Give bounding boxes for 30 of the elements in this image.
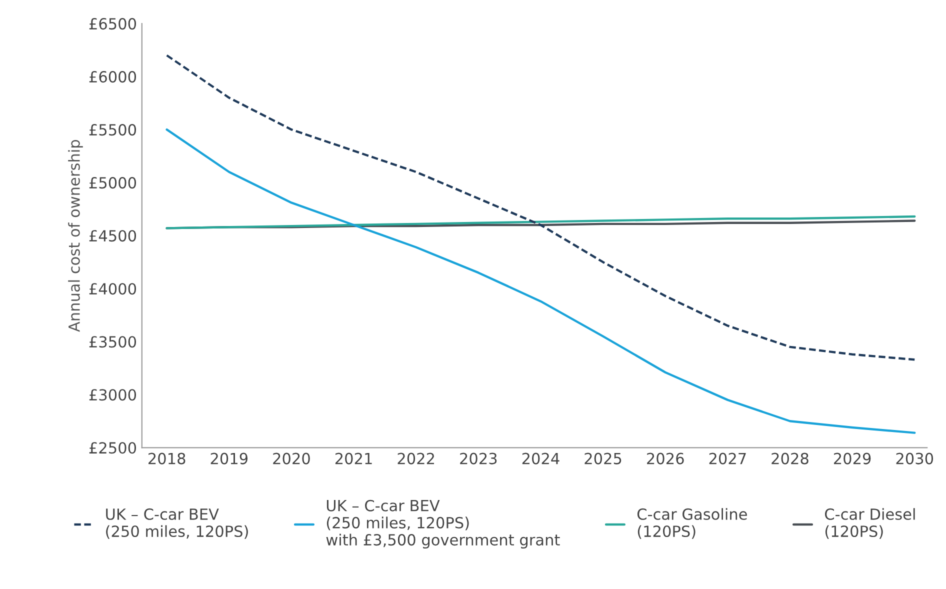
x-tick-label: 2024 [522, 452, 560, 464]
y-tick-label: £2500 [89, 442, 136, 454]
x-tick-label: 2027 [709, 452, 746, 464]
line-series [166, 128, 916, 434]
x-tick-label: 2028 [772, 452, 808, 464]
legend-label: UK – C-car BEV (250 miles, 120PS) with £3,500 government grant [326, 500, 560, 549]
y-tick-label: £5000 [89, 177, 136, 189]
x-tick-label: 2023 [460, 452, 497, 464]
y-tick-label: £4500 [89, 230, 136, 242]
line-series [166, 54, 916, 361]
y-axis-title: Annual cost of ownership [68, 140, 83, 332]
y-tick-label: £4000 [89, 283, 136, 295]
x-tick-label: 2019 [210, 452, 248, 464]
x-tick-label: 2021 [335, 452, 372, 464]
x-tick-label: 2018 [148, 452, 186, 464]
x-tick-label: 2030 [896, 452, 934, 464]
y-tick-label: £6000 [89, 71, 136, 83]
x-tick-label: 2022 [398, 452, 434, 464]
x-tick-label: 2026 [647, 452, 684, 464]
x-tick-label: 2025 [584, 452, 622, 464]
y-tick-label: £3000 [89, 389, 136, 401]
line-series [166, 215, 916, 230]
legend-label: UK – C-car BEV (250 miles, 120PS) [106, 508, 248, 539]
legend-label: C-car Diesel (120PS) [825, 508, 915, 539]
y-tick-label: £5500 [89, 124, 136, 136]
x-tick-label: 2020 [273, 452, 310, 464]
legend-label: C-car Gasoline (120PS) [637, 508, 747, 539]
x-tick-label: 2029 [834, 452, 871, 464]
y-tick-label: £3500 [89, 336, 136, 348]
y-tick-label: £6500 [89, 18, 136, 30]
